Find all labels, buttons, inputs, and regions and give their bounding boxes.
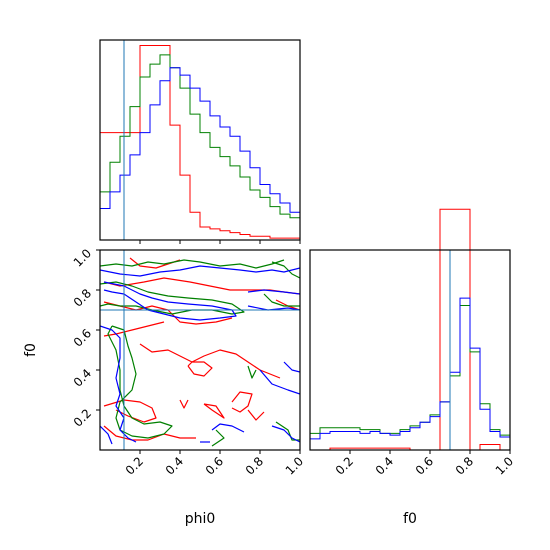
contour-blue-0 [100, 265, 300, 277]
contour-red-6 [187, 361, 213, 377]
contour-x-tick-label: 0.4 [163, 454, 186, 477]
contour-blue-9 [271, 425, 300, 443]
contour-y-tick-label: 0.6 [71, 326, 94, 349]
contour-red-10 [231, 391, 253, 413]
phi0-histogram-ticks [139, 240, 301, 244]
contour-blue-3 [247, 305, 300, 311]
contour-y-tick-label: 1.0 [71, 246, 94, 269]
contour-green-2 [107, 325, 173, 439]
contour-x-tick-label: 0.6 [203, 454, 226, 477]
contour-red-11 [247, 409, 265, 421]
f0-histogram-blue [309, 297, 511, 450]
contour-green-1 [100, 281, 245, 315]
contour-blue-6 [100, 325, 137, 443]
contour-y-tick-label: 0.8 [71, 286, 94, 309]
phi0-histogram-red [99, 45, 301, 240]
contour-frame [99, 249, 301, 451]
f0-hist-x-tick-label: 0.2 [333, 454, 356, 477]
phi0-histogram-green [99, 54, 301, 240]
contour-blue-10 [100, 425, 113, 445]
contour-green-7 [211, 429, 225, 447]
contour-blue-4 [283, 361, 300, 373]
phi0-f0-contour-panel: 0.2 0.4 0.6 0.8 1.0 0.2 0.4 0.6 0.8 1.0 [71, 246, 306, 477]
phi0-histogram-panel [99, 39, 301, 244]
contour-ticks: 0.2 0.4 0.6 0.8 1.0 0.2 0.4 0.6 0.8 1.0 [71, 246, 306, 477]
f0-histogram-red [310, 208, 510, 451]
contour-green-5 [247, 365, 257, 379]
contour-blue-7 [211, 423, 245, 433]
f0-hist-x-tick-label: 0.8 [453, 454, 476, 477]
contour-blue-2 [247, 289, 300, 295]
contour-green-0 [100, 259, 285, 269]
f0-hist-x-tick-label: 0.6 [413, 454, 436, 477]
contour-y-tick-label: 0.4 [71, 366, 94, 389]
contour-green-4 [263, 293, 300, 307]
x-axis-label-f0: f0 [403, 511, 417, 527]
contour-red-5 [139, 343, 281, 379]
phi0-histogram-frame [99, 39, 301, 241]
contour-red-4 [103, 321, 165, 337]
contour-x-tick-label: 0.8 [243, 454, 266, 477]
y-axis-label-f0: f0 [23, 343, 39, 357]
f0-histogram-panel: 0.2 0.4 0.6 0.8 1.0 [309, 208, 516, 478]
f0-histogram-ticks: 0.2 0.4 0.6 0.8 1.0 [333, 450, 516, 478]
x-axis-label-phi0: phi0 [185, 511, 216, 527]
f0-hist-x-tick-label: 0.4 [373, 454, 396, 477]
contour-red-12 [103, 425, 196, 441]
contour-red-8 [179, 399, 189, 409]
phi0-histogram-blue [99, 67, 301, 240]
contour-x-tick-label: 1.0 [283, 454, 306, 477]
contour-y-tick-label: 0.2 [71, 406, 94, 429]
contour-blue-1 [103, 281, 237, 321]
contour-red-9 [203, 403, 225, 419]
contour-blue-5 [259, 369, 300, 395]
f0-hist-x-tick-label: 1.0 [493, 454, 516, 477]
contour-green-3 [271, 261, 300, 279]
contour-red-7 [103, 399, 157, 423]
contour-green-6 [275, 421, 300, 441]
f0-histogram-frame [309, 249, 511, 451]
contour-x-tick-label: 0.2 [123, 454, 146, 477]
